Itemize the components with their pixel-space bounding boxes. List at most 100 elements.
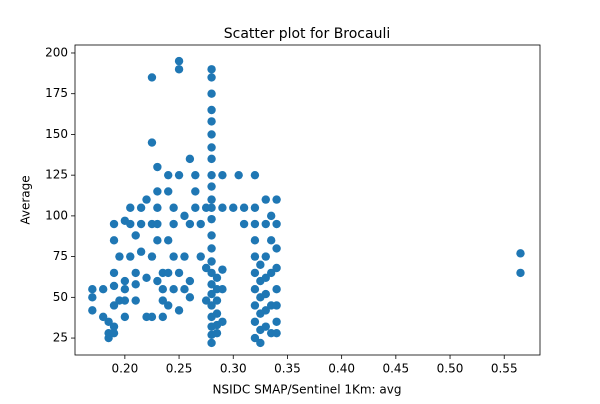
point (164, 236, 173, 245)
point (88, 306, 97, 315)
point (207, 301, 216, 310)
point (201, 203, 211, 212)
point (261, 195, 270, 204)
point (120, 296, 130, 305)
point (88, 293, 97, 302)
point (147, 252, 157, 261)
point (147, 73, 157, 82)
point (261, 219, 270, 229)
point (272, 301, 281, 310)
point (153, 219, 162, 229)
point (261, 306, 270, 315)
y-tick-label: 25 (53, 331, 68, 345)
point (169, 284, 178, 294)
y-axis-label: Average (19, 175, 33, 224)
point (250, 219, 260, 229)
x-tick-label: 0.55 (491, 362, 518, 376)
point (174, 170, 184, 180)
point (207, 268, 216, 278)
point (207, 154, 216, 164)
y-tick-label: 150 (45, 127, 68, 141)
point (261, 252, 270, 261)
point (136, 247, 146, 256)
point (153, 276, 162, 286)
point (212, 273, 222, 282)
point (250, 301, 260, 310)
point (109, 301, 119, 310)
point (153, 187, 162, 196)
point (266, 236, 276, 245)
point (212, 309, 222, 318)
point (98, 312, 108, 322)
point (136, 203, 146, 212)
point (250, 284, 260, 294)
point (207, 195, 216, 204)
point (164, 268, 173, 278)
point (120, 312, 130, 322)
point (207, 105, 216, 115)
point (229, 203, 238, 212)
y-tick-label: 125 (45, 168, 68, 182)
x-axis-label: NSIDC SMAP/Sentinel 1Km: avg (213, 383, 402, 397)
point (207, 244, 216, 253)
point (261, 289, 270, 299)
point (115, 252, 124, 261)
point (88, 284, 97, 294)
point (256, 260, 265, 269)
point (169, 219, 178, 229)
point (131, 268, 140, 278)
point (207, 214, 216, 224)
point (250, 252, 260, 261)
point (207, 143, 216, 152)
point (174, 268, 184, 278)
point (250, 268, 260, 278)
point (207, 73, 216, 82)
point (191, 187, 200, 196)
point (250, 203, 260, 212)
point (256, 338, 265, 348)
point (153, 203, 162, 212)
point (174, 306, 184, 315)
point (212, 328, 222, 338)
point (180, 252, 189, 261)
x-tick-label: 0.25 (166, 362, 193, 376)
point (207, 257, 216, 266)
point (272, 263, 281, 273)
point (126, 219, 135, 229)
point (169, 252, 178, 261)
point (218, 265, 227, 274)
point (272, 244, 281, 253)
point (180, 211, 189, 221)
x-tick-label: 0.20 (112, 362, 139, 376)
point (250, 317, 260, 326)
point (239, 219, 249, 229)
point (109, 281, 119, 291)
x-tick-label: 0.50 (437, 362, 464, 376)
point (153, 236, 162, 245)
point (212, 296, 222, 305)
point (109, 219, 119, 229)
point (207, 89, 216, 98)
point (207, 338, 216, 348)
point (218, 203, 227, 212)
point (164, 187, 173, 196)
point (180, 284, 189, 294)
y-tick-label: 200 (45, 45, 68, 59)
y-tick-label: 50 (53, 290, 68, 304)
point (207, 231, 216, 240)
point (250, 170, 260, 180)
point (266, 268, 276, 278)
point (272, 317, 281, 326)
point (272, 195, 281, 204)
point (272, 328, 281, 338)
point (207, 65, 216, 74)
point (126, 203, 135, 212)
point (109, 236, 119, 245)
point (98, 284, 108, 294)
point (272, 219, 281, 229)
point (207, 130, 216, 139)
point (218, 284, 227, 294)
point (201, 263, 211, 273)
